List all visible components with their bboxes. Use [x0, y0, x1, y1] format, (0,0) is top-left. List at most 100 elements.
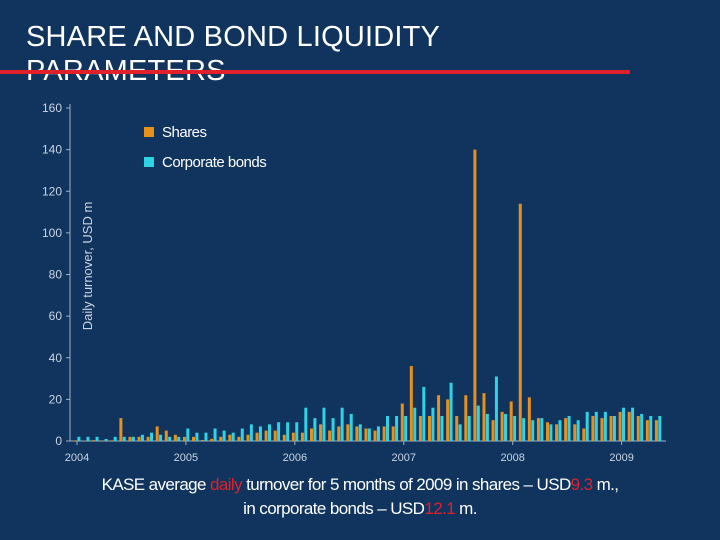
bonds-bar [476, 405, 480, 441]
shares-bar [173, 434, 177, 441]
x-tick-label: 2007 [392, 452, 416, 464]
x-tick-label: 2009 [609, 452, 633, 464]
bonds-bar [222, 430, 226, 441]
shares-bar [564, 418, 568, 441]
bonds-bar [249, 424, 253, 441]
caption-text: KASE average [101, 475, 211, 494]
legend-label-bonds: Corporate bonds [162, 154, 266, 171]
bonds-bar [213, 428, 217, 441]
shares-bar [500, 411, 504, 441]
bonds-bar [386, 416, 390, 441]
bonds-bar [594, 411, 598, 441]
bonds-bar [585, 411, 589, 441]
bonds-bar [367, 428, 371, 441]
bonds-bar [649, 416, 653, 441]
bonds-bar [549, 424, 553, 441]
y-tick-label: 140 [42, 143, 62, 157]
bonds-bar [95, 436, 99, 441]
shares-bar [636, 416, 640, 441]
shares-bar [237, 436, 241, 441]
shares-bar [627, 411, 631, 441]
shares-bar [346, 424, 350, 441]
bonds-bar [513, 416, 517, 441]
legend-swatch-bonds [144, 157, 154, 167]
bonds-bar [340, 407, 344, 441]
shares-bar [155, 426, 159, 441]
shares-bar [382, 426, 386, 441]
bonds-bar [150, 432, 154, 441]
shares-bar [310, 428, 313, 441]
bonds-bar [304, 407, 308, 441]
shares-bar [527, 397, 531, 441]
y-tick-label: 0 [55, 434, 62, 448]
caption-line-2: in corporate bonds – USD12.1 m. [0, 499, 720, 519]
shares-bar [373, 430, 377, 441]
y-axis-label: Daily turnover, USD m [80, 202, 95, 331]
bonds-bar [268, 424, 272, 441]
bonds-bar [422, 386, 426, 441]
bonds-bar [440, 416, 444, 441]
shares-bar [518, 203, 522, 441]
bonds-bar [395, 416, 399, 441]
shares-bar [246, 434, 250, 441]
bonds-bar [177, 436, 181, 441]
bonds-bar [104, 438, 108, 441]
shares-bar [137, 436, 141, 441]
shares-bar [455, 416, 459, 441]
shares-bar [482, 393, 486, 441]
turnover-chart: 0 20 40 60 80 100 120 140 160 Daily turnover, USD… [42, 101, 666, 464]
shares-bar [119, 418, 123, 441]
shares-bar [446, 399, 450, 442]
y-tick-label: 40 [49, 351, 63, 365]
shares-bar [146, 436, 150, 441]
caption-line-1: KASE average daily turnover for 5 months… [0, 475, 720, 495]
bonds-bar [258, 426, 262, 441]
bonds-bar [431, 407, 435, 441]
caption-text: turnover for 5 months of 2009 in shares … [241, 475, 571, 494]
shares-bar [618, 411, 622, 441]
bonds-bar [122, 436, 126, 441]
bonds-bar [576, 420, 580, 441]
shares-bar [300, 432, 304, 441]
shares-bar [555, 424, 559, 441]
bonds-bar [494, 376, 498, 441]
shares-bar [391, 426, 395, 441]
bonds-bar [540, 418, 544, 441]
shares-bar [464, 395, 468, 441]
shares-bar [591, 416, 595, 441]
caption-text: m. [455, 499, 477, 518]
bonds-bar [376, 426, 380, 441]
title-underline [0, 70, 630, 74]
bonds-bar [204, 432, 208, 441]
shares-bar [355, 426, 359, 441]
shares-bar [437, 395, 441, 441]
shares-bar [609, 416, 613, 441]
bonds-bar [322, 407, 326, 441]
bonds-bar [567, 416, 571, 441]
shares-bar [182, 436, 186, 441]
bonds-bar [449, 382, 453, 441]
bonds-bar [558, 420, 562, 441]
slide-title-line1: SHARE AND BOND LIQUIDITY [26, 21, 441, 53]
shares-bar [409, 366, 413, 441]
bonds-bar [622, 407, 626, 441]
caption-bonds-value: 12.1 [424, 499, 456, 518]
legend-label-shares: Shares [162, 124, 207, 141]
y-tick-label: 20 [49, 392, 63, 406]
bonds-bar [640, 413, 644, 441]
shares-bar [428, 416, 431, 441]
shares-bar [291, 432, 295, 441]
bonds-bar [140, 434, 144, 441]
shares-bar [192, 436, 195, 441]
y-tick-label: 80 [49, 268, 63, 282]
bonds-bar [131, 436, 135, 441]
shares-bar [337, 426, 341, 441]
bonds-bar [231, 432, 235, 441]
bonds-bar [531, 420, 535, 441]
shares-bar [201, 439, 205, 441]
shares-bar [582, 428, 586, 441]
shares-bar [282, 434, 286, 441]
shares-bar [418, 416, 422, 441]
shares-bar [228, 434, 232, 441]
bonds-bar [358, 424, 362, 441]
